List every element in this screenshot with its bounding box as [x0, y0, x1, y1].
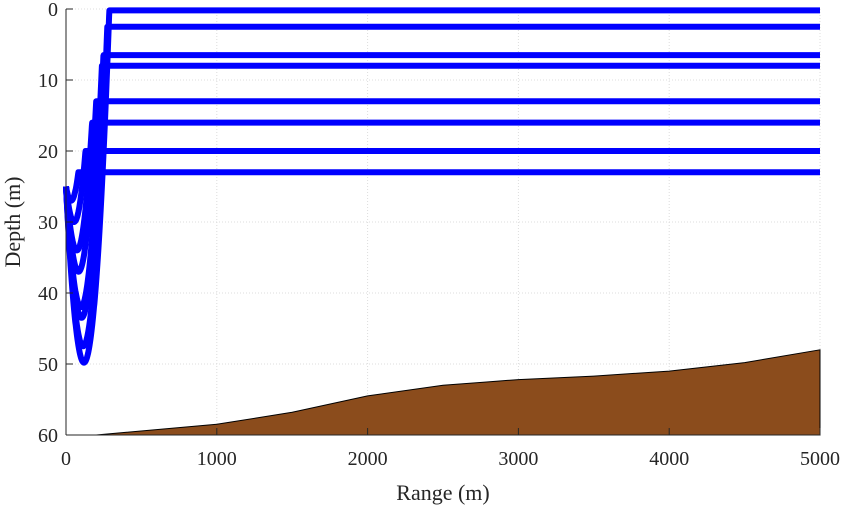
- x-tick-label: 5000: [800, 448, 840, 470]
- ray-turn-13: [63, 98, 823, 275]
- y-tick-label: 40: [38, 283, 58, 305]
- ray-turn-2.5: [63, 23, 823, 350]
- y-tick-label: 10: [38, 70, 58, 92]
- x-tick-label: 2000: [348, 448, 388, 470]
- y-tick-label: 20: [38, 141, 58, 163]
- seabed: [66, 349, 821, 436]
- ray-turn-8: [63, 62, 823, 311]
- y-axis-label: Depth (m): [0, 176, 25, 267]
- ray-turn-6.5: [63, 52, 823, 321]
- ray-paths: [63, 7, 823, 366]
- ray-turn-23: [63, 169, 823, 204]
- x-tick-label: 3000: [498, 448, 538, 470]
- x-tick-label: 4000: [649, 448, 689, 470]
- seabed-fill: [66, 349, 821, 436]
- ray-turn-16: [63, 119, 823, 254]
- y-tick-label: 30: [38, 212, 58, 234]
- axes: 0 1000 2000 3000 4000 5000 0 10 20 30 40 50 60: [38, 0, 840, 470]
- x-tick-label: 1000: [197, 448, 237, 470]
- y-tick-label: 50: [38, 354, 58, 376]
- x-axis-label: Range (m): [396, 480, 489, 505]
- y-tick-label: 60: [38, 425, 58, 447]
- x-tick-label: 0: [61, 448, 71, 470]
- ray-turn-0.2: [63, 7, 823, 366]
- ray-turn-20: [63, 148, 823, 225]
- y-tick-label: 0: [48, 0, 58, 21]
